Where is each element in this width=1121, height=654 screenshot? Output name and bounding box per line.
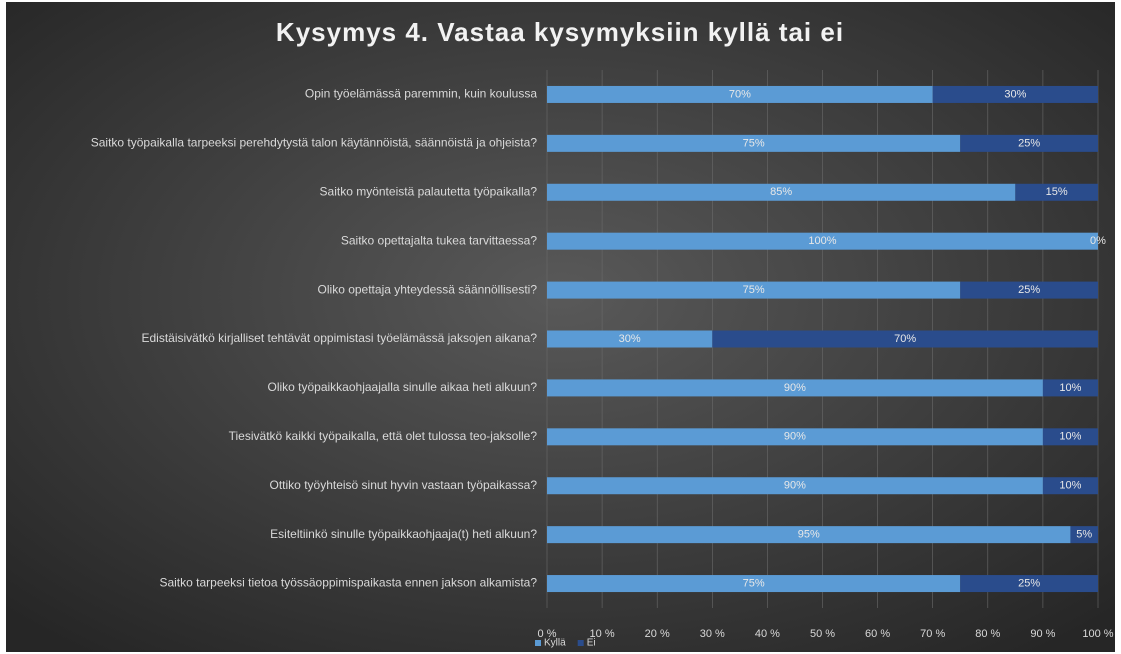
legend-label: Ei (587, 638, 596, 649)
bar (547, 477, 1043, 495)
value-label: 70% (894, 333, 916, 345)
value-label: 5% (1076, 529, 1092, 541)
bar (960, 134, 1098, 152)
bar (1070, 526, 1098, 544)
bar (1042, 379, 1098, 397)
bar (547, 281, 961, 299)
value-label: 0% (1090, 235, 1106, 247)
y-tick-label: Saitko myönteistä palautetta työpaikalla… (320, 184, 538, 198)
y-tick-label: Tiesivätkö kaikki työpaikalla, että olet… (229, 429, 538, 443)
bar (547, 330, 713, 348)
x-tick-label: 50 % (810, 628, 835, 640)
bar (547, 85, 933, 103)
legend-swatch (577, 640, 584, 646)
value-label: 15% (1046, 186, 1068, 198)
value-label: 30% (1004, 88, 1026, 100)
x-tick-label: 20 % (645, 628, 670, 640)
y-tick-label: Saitko työpaikalla tarpeeksi perehdytyst… (91, 136, 538, 150)
value-label: 75% (743, 137, 765, 149)
bar (1042, 428, 1098, 446)
value-label: 30% (619, 333, 641, 345)
value-label: 25% (1018, 137, 1040, 149)
bar (960, 575, 1098, 593)
value-label: 75% (743, 577, 765, 589)
legend-swatch (535, 640, 541, 646)
value-label: 10% (1059, 431, 1081, 443)
value-label: 90% (784, 480, 806, 492)
bar (547, 232, 1098, 250)
y-tick-label: Edistäisivätkö kirjalliset tehtävät oppi… (141, 331, 537, 345)
value-label: 75% (743, 284, 765, 296)
value-label: 90% (784, 382, 806, 394)
bar (712, 330, 1098, 348)
y-tick-label: Saitko tarpeeksi tietoa työssäoppimispai… (159, 576, 537, 590)
value-label: 100% (808, 235, 836, 247)
bar (1042, 477, 1098, 495)
x-tick-label: 100 % (1082, 628, 1113, 640)
value-label: 90% (784, 431, 806, 443)
x-tick-label: 70 % (920, 628, 945, 640)
y-tick-label: Oliko opettaja yhteydessä säännöllisesti… (318, 282, 538, 296)
x-tick-label: 10 % (590, 628, 615, 640)
bar (932, 85, 1098, 103)
value-label: 70% (729, 88, 751, 100)
bar (547, 134, 961, 152)
value-label: 85% (770, 186, 792, 198)
value-label: 95% (798, 529, 820, 541)
bar (547, 526, 1071, 544)
bar (1015, 183, 1098, 201)
x-tick-label: 60 % (865, 628, 890, 640)
x-tick-label: 30 % (700, 628, 725, 640)
y-tick-label: Esiteltiinkö sinulle työpaikkaohjaaja(t)… (270, 527, 537, 541)
bar (547, 379, 1043, 397)
y-tick-label: Saitko opettajalta tukea tarvittaessa? (341, 233, 537, 247)
legend-label: Kyllä (544, 638, 566, 649)
x-tick-label: 90 % (1030, 628, 1055, 640)
value-label: 10% (1059, 480, 1081, 492)
value-label: 25% (1018, 284, 1040, 296)
x-tick-label: 80 % (975, 628, 1000, 640)
bar (960, 281, 1098, 299)
y-tick-label: Ottiko työyhteisö sinut hyvin vastaan ty… (270, 478, 538, 492)
value-label: 10% (1059, 382, 1081, 394)
value-label: 25% (1018, 577, 1040, 589)
y-tick-label: Oliko työpaikkaohjaajalla sinulle aikaa … (267, 380, 537, 394)
x-tick-label: 0 % (538, 628, 557, 640)
x-tick-label: 40 % (755, 628, 780, 640)
y-tick-label: Opin työelämässä paremmin, kuin koulussa (305, 87, 537, 101)
background (6, 2, 1115, 652)
chart-title: Kysymys 4. Vastaa kysymyksiin kyllä tai … (276, 17, 844, 47)
bar (547, 575, 961, 593)
bar (547, 183, 1016, 201)
bar (547, 428, 1043, 446)
